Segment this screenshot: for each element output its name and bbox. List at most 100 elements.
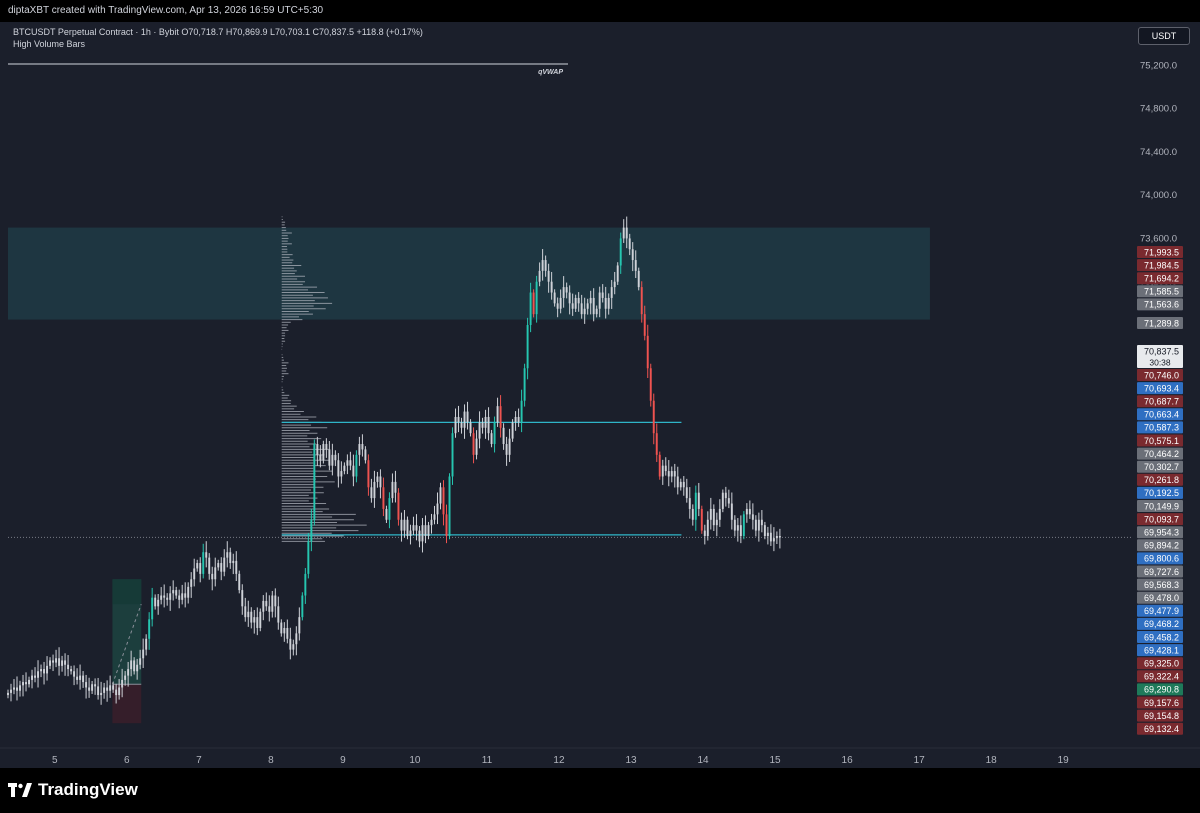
candle-body <box>571 303 574 309</box>
candle-body <box>667 471 670 477</box>
price-label: 71,585.5 <box>1144 287 1179 297</box>
candle-body <box>640 287 643 315</box>
hidden-price-label: 71,289.8 <box>1144 318 1179 328</box>
candle-body <box>691 508 694 520</box>
candle-body <box>688 498 691 509</box>
price-label: 71,563.6 <box>1144 300 1179 310</box>
candle-body <box>649 368 652 401</box>
candle-body <box>355 454 358 477</box>
candle-body <box>121 679 124 688</box>
candle-body <box>286 627 289 639</box>
candle-body <box>373 481 376 499</box>
candle-body <box>103 687 106 693</box>
candle-body <box>88 687 91 691</box>
x-tick-label: 10 <box>409 755 421 766</box>
price-label: 69,428.1 <box>1144 645 1179 655</box>
price-label: 69,132.4 <box>1144 724 1179 734</box>
candle-body <box>211 573 214 580</box>
candle-body <box>619 238 622 266</box>
candle-body <box>253 617 256 623</box>
y-tick-label: 73,600.0 <box>1140 233 1177 244</box>
candle-body <box>82 675 85 683</box>
legend-indicator: High Volume Bars <box>13 39 86 49</box>
candle-body <box>136 664 139 672</box>
candle-body <box>778 535 781 538</box>
legend-ohlc: BTCUSDT Perpetual Contract · 1h · Bybit … <box>13 27 423 37</box>
qvwap-label: qVWAP <box>538 69 563 76</box>
candle-body <box>52 660 55 663</box>
price-label: 69,478.0 <box>1144 593 1179 603</box>
candle-body <box>361 444 364 450</box>
price-label: 70,575.1 <box>1144 436 1179 446</box>
candle-body <box>433 514 436 520</box>
candle-body <box>79 675 82 680</box>
y-tick-label: 74,400.0 <box>1140 147 1177 158</box>
candle-body <box>481 422 484 428</box>
candle-body <box>652 400 655 434</box>
x-tick-label: 13 <box>625 755 637 766</box>
candle-body <box>76 676 79 680</box>
candle-body <box>511 422 514 439</box>
chart-frame[interactable]: qVWAP 5 6 7 8 9 10 11 12 13 14 15 16 17 18 19 75,200.0 74… <box>0 22 1200 768</box>
candle-body <box>637 270 640 288</box>
candle-body <box>289 638 292 650</box>
candle-body <box>523 368 526 401</box>
candle-body <box>283 627 286 634</box>
tradingview-logo: TradingView <box>8 780 138 800</box>
price-label: 69,322.4 <box>1144 672 1179 682</box>
candle-body <box>331 454 334 466</box>
candle-body <box>736 525 739 531</box>
candle-body <box>562 287 565 298</box>
currency-button[interactable]: USDT <box>1138 27 1190 45</box>
candle-body <box>400 519 403 531</box>
candle-body <box>421 525 424 542</box>
candle-body <box>322 444 325 461</box>
candle-body <box>133 660 136 672</box>
x-tick-label: 11 <box>482 755 493 766</box>
brand-name: TradingView <box>38 780 138 799</box>
candle-body <box>625 227 628 239</box>
candle-body <box>43 669 46 674</box>
candle-body <box>274 595 277 607</box>
price-label-bg <box>1137 709 1183 722</box>
price-label-bg <box>1137 591 1183 604</box>
candle-body <box>598 292 601 309</box>
candle-body <box>340 471 343 477</box>
candle-body <box>169 593 172 600</box>
candle-body <box>358 444 361 455</box>
candle-body <box>313 444 316 520</box>
candle-body <box>175 590 178 596</box>
price-chart[interactable]: qVWAP 5 6 7 8 9 10 11 12 13 14 15 16 17 18 19 75,200.0 74… <box>0 22 1200 768</box>
candle-body <box>775 535 778 539</box>
candle-body <box>19 685 21 691</box>
price-label: 69,800.6 <box>1144 554 1179 564</box>
candle-body <box>115 689 118 696</box>
time-axis: 5 6 7 8 9 10 11 12 13 14 15 16 17 18 19 <box>52 755 1069 766</box>
candle-body <box>334 454 337 461</box>
candle-body <box>49 660 52 666</box>
candle-body <box>424 525 427 536</box>
price-label-bg <box>1137 644 1183 657</box>
candle-body <box>304 573 307 596</box>
candle-body <box>220 563 223 572</box>
price-label: 70,746.0 <box>1144 370 1179 380</box>
candle-body <box>490 433 493 445</box>
candle-body <box>34 675 37 678</box>
candle-body <box>397 492 400 520</box>
candle-body <box>268 606 271 612</box>
candle-body <box>580 303 583 315</box>
candle-body <box>565 287 568 293</box>
price-label: 69,568.3 <box>1144 580 1179 590</box>
candle-body <box>442 487 445 515</box>
candle-body <box>118 687 121 696</box>
price-label: 69,154.8 <box>1144 711 1179 721</box>
candle-body <box>631 249 634 261</box>
price-label-bg <box>1137 539 1183 552</box>
candle-body <box>166 597 169 600</box>
candle-body <box>553 292 556 304</box>
candle-body <box>592 297 595 315</box>
candle-body <box>28 679 31 685</box>
candle-body <box>100 692 103 696</box>
candle-body <box>622 227 625 239</box>
candle-body <box>244 606 247 618</box>
